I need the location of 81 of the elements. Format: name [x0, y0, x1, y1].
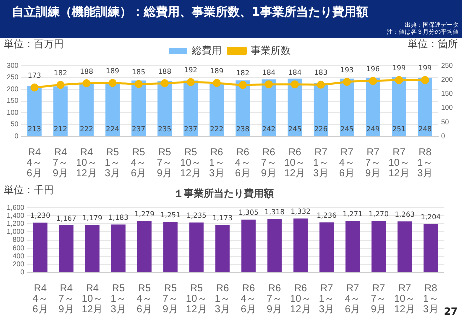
bar [164, 222, 178, 272]
bar [137, 220, 152, 272]
point [421, 76, 430, 84]
x-tick-label: R6 7～ 9月 [261, 148, 277, 180]
legend-label: 事業所数 [251, 44, 291, 57]
bar [294, 218, 308, 272]
x-tick-label: R7 7～ 9月 [371, 284, 387, 316]
x-tick-label: R4 10～ 12月 [76, 148, 98, 180]
bar [216, 225, 230, 272]
point [186, 78, 195, 86]
x-tick-label: R5 1～ 3月 [105, 148, 121, 180]
bar [320, 222, 334, 272]
point [82, 79, 91, 88]
bar [111, 224, 126, 272]
bar [190, 222, 204, 272]
point [134, 80, 143, 88]
point [369, 77, 378, 86]
x-tick-label: R4 4～ 6月 [26, 148, 42, 180]
x-tick-label: R5 4～ 6月 [136, 284, 152, 316]
x-tick-label: R6 7～ 9月 [267, 284, 283, 316]
bar [54, 86, 68, 136]
x-tick-label: R4 10～ 12月 [82, 284, 104, 316]
x-tick-label: R5 7～ 9月 [162, 284, 178, 316]
point [160, 79, 169, 88]
x-tick-label: R4 4～ 6月 [32, 284, 48, 316]
x-tick-label: R7 1～ 3月 [313, 148, 329, 180]
x-tick-label: R5 10～ 12月 [180, 148, 202, 180]
x-tick-label: R6 10～ 12月 [284, 148, 306, 180]
bar [398, 222, 412, 272]
x-tick-label: R8 1～ 3月 [418, 148, 434, 180]
bar [418, 78, 432, 136]
bar [242, 220, 256, 272]
x-tick-label: R7 10～ 12月 [394, 284, 416, 316]
point [30, 84, 39, 92]
bar [424, 224, 438, 272]
x-tick-label: R5 7～ 9月 [157, 148, 173, 180]
bar [262, 80, 276, 136]
x-tick-label: R6 4～ 6月 [235, 148, 251, 180]
bar [80, 84, 94, 136]
x-tick-label: R6 4～ 6月 [240, 284, 257, 316]
x-tick-label: R6 10～ 12月 [290, 284, 312, 316]
text: 27 [444, 307, 458, 318]
y2-axis-title: 単位：箇所 [408, 38, 458, 51]
x-tick-label: R5 4～ 6月 [131, 148, 147, 180]
bar [106, 84, 120, 136]
bar [268, 219, 282, 272]
x-tick-label: R6 1～ 3月 [209, 148, 225, 180]
bar [33, 222, 48, 272]
point [395, 76, 404, 84]
y-axis-title: 単位：百万円 [4, 38, 64, 51]
x-tick-label: R6 1～ 3月 [214, 284, 231, 316]
x-tick-label: R7 4～ 6月 [345, 284, 361, 316]
bar [372, 221, 386, 272]
x-tick-label: R7 10～ 12月 [388, 148, 410, 180]
x-tick-label: R8 1～ 3月 [423, 284, 439, 316]
legend-label: 総費用 [191, 44, 222, 57]
point [108, 79, 117, 88]
bar [210, 84, 224, 136]
point [343, 78, 352, 86]
x-tick-label: R5 10～ 12月 [186, 284, 208, 316]
y-axis-title: 単位：千円 [4, 184, 54, 197]
bar [288, 78, 302, 136]
chart-title: 自立訓練（機能訓練）：総費用、事業所数、1事業所当たり費用額 [12, 4, 368, 21]
x-tick-label: R5 1～ 3月 [110, 284, 126, 316]
x-tick-label: R4 7～ 9月 [58, 284, 74, 316]
bar [28, 86, 42, 136]
point [265, 80, 274, 89]
bar [59, 225, 74, 272]
chart-title: １事業所当たり費用額 [174, 188, 274, 200]
point [291, 80, 300, 89]
point [239, 81, 248, 90]
point [317, 80, 326, 89]
bar [392, 78, 406, 136]
x-tick-label: R7 1～ 3月 [319, 284, 335, 316]
bar [85, 224, 100, 272]
point [56, 81, 65, 90]
x-tick-label: R7 7～ 9月 [365, 148, 381, 180]
bar [346, 221, 360, 272]
x-tick-label: R4 7～ 9月 [52, 148, 69, 180]
point [212, 79, 221, 88]
x-tick-label: R7 4～ 6月 [339, 148, 355, 180]
